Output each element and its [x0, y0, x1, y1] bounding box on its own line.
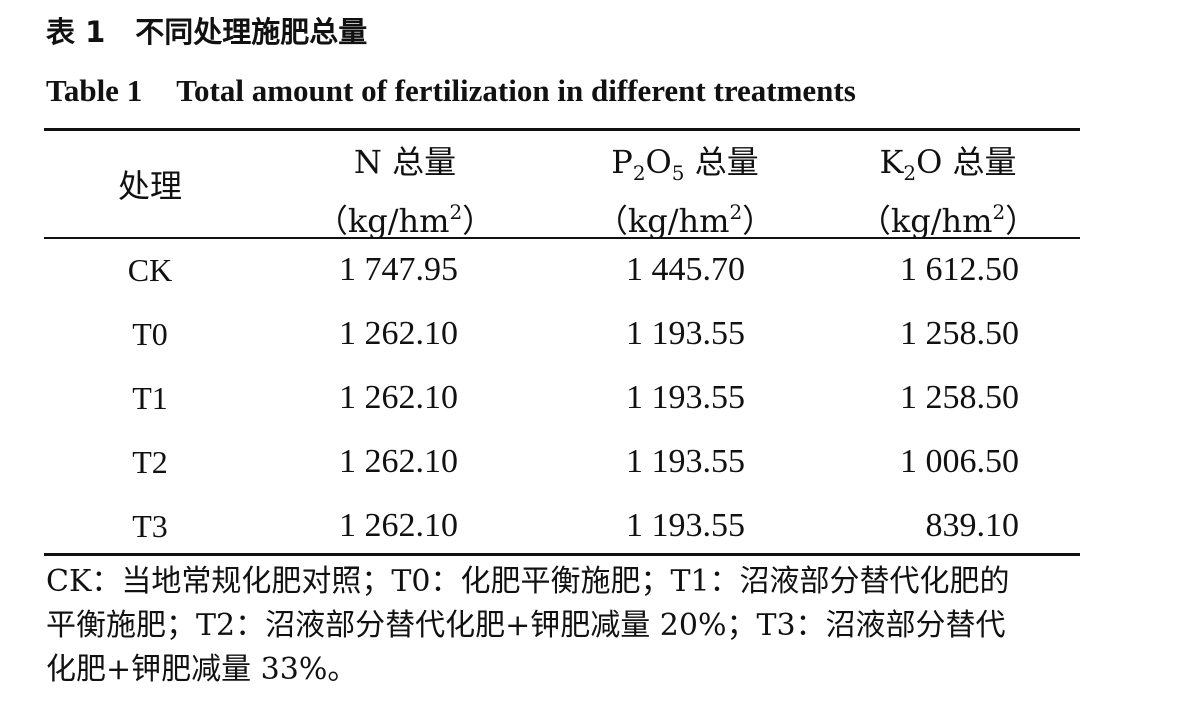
table-title-en: Table 1 Total amount of fertilization in …: [46, 72, 856, 110]
row-p-value: 1 193.55: [626, 443, 745, 480]
table-title-cn: 表 1 不同处理施肥总量: [46, 12, 367, 52]
row-p-value: 1 193.55: [626, 315, 745, 352]
row-n-value: 1 747.95: [339, 251, 458, 288]
row-n-value: 1 262.10: [339, 315, 458, 352]
table-number-en: Table 1: [46, 73, 143, 108]
row-treatment: CK: [127, 252, 173, 288]
row-p-value: 1 445.70: [626, 251, 745, 288]
row-treatment: T1: [132, 380, 168, 416]
table-footnote: CK：当地常规化肥对照；T0：化肥平衡施肥；T1：沼液部分替代化肥的 平衡施肥；…: [46, 560, 1096, 692]
row-k-value: 1 258.50: [900, 315, 1019, 352]
footnote-line: 平衡施肥；T2：沼液部分替代化肥+钾肥减量 20%；T3：沼液部分替代: [46, 608, 1006, 643]
row-treatment: T3: [132, 508, 168, 544]
header-n-unit: （kg/hm2）: [315, 200, 495, 240]
header-treatment: 处理: [117, 167, 182, 205]
header-p2o5-total: P2O5 总量: [611, 143, 759, 185]
footnote-line: CK：当地常规化肥对照；T0：化肥平衡施肥；T1：沼液部分替代化肥的: [46, 564, 1010, 599]
table-bottom-rule: [44, 553, 1080, 556]
header-n-total: N 总量: [353, 143, 457, 181]
table-caption-en: Total amount of fertilization in differe…: [176, 73, 856, 108]
row-treatment: T2: [132, 444, 168, 480]
table-caption-cn: 不同处理施肥总量: [135, 15, 368, 49]
table-top-rule: [44, 128, 1080, 131]
header-p2o5-unit: （kg/hm2）: [595, 200, 775, 240]
table-header-rule: [44, 237, 1080, 239]
row-n-value: 1 262.10: [339, 507, 458, 544]
row-k-value: 1 612.50: [900, 251, 1019, 288]
row-k-value: 1 258.50: [900, 379, 1019, 416]
header-k2o-unit: （kg/hm2）: [858, 200, 1038, 240]
row-p-value: 1 193.55: [626, 379, 745, 416]
row-n-value: 1 262.10: [339, 379, 458, 416]
row-k-value: 839.10: [925, 507, 1020, 544]
row-treatment: T0: [132, 316, 168, 352]
footnote-line: 化肥+钾肥减量 33%。: [46, 652, 358, 687]
row-p-value: 1 193.55: [626, 507, 745, 544]
row-n-value: 1 262.10: [339, 443, 458, 480]
header-k2o-total: K2O 总量: [879, 143, 1017, 185]
row-k-value: 1 006.50: [900, 443, 1019, 480]
table-number-cn: 表 1: [46, 15, 106, 49]
